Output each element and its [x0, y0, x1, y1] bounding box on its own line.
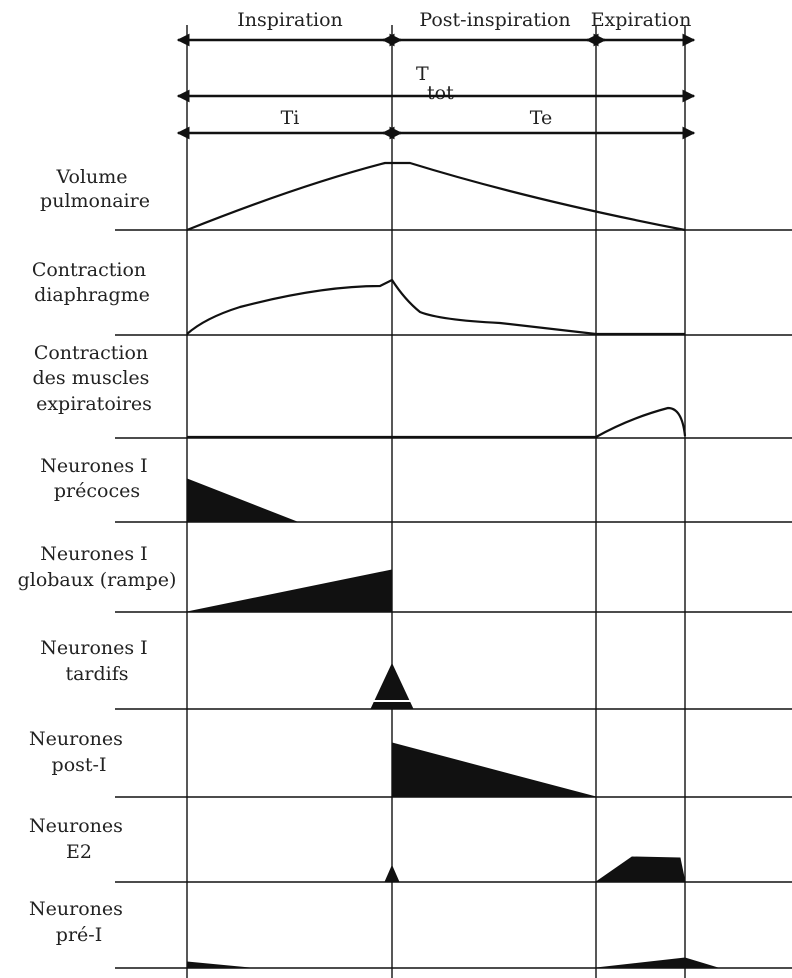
row-label-line: E2	[66, 841, 92, 863]
row-label-line: Neurones I	[40, 543, 147, 565]
row-label-line: Volume	[55, 166, 127, 188]
post-i-activity	[391, 742, 597, 798]
row-label-line: Neurones	[29, 898, 123, 920]
row-label-volume: Volume pulmonaire	[40, 166, 150, 212]
phase-label-post-inspiration: Post-inspiration	[419, 9, 570, 31]
row-label-line: précoces	[54, 480, 140, 502]
row-label-expiratory: Contraction des muscles expiratoires	[33, 342, 156, 415]
row-label-pre-i: Neurones pré-I	[29, 898, 129, 946]
e2-spike	[384, 864, 400, 883]
row-label-late-i: Neurones I tardifs	[40, 637, 153, 685]
ttot-subscript: tot	[427, 82, 454, 104]
ramp-i-activity	[186, 569, 393, 613]
row-label-diaphragm: Contraction diaphragme	[32, 259, 152, 306]
ti-label: Ti	[281, 107, 300, 129]
pre-i-activity-start	[186, 961, 251, 969]
diaphragm-contraction-curve	[186, 278, 685, 336]
expiratory-contraction-curve	[595, 406, 687, 438]
row-labels: Volume pulmonaire Contraction diaphragme…	[18, 166, 177, 946]
row-label-line: tardifs	[65, 663, 128, 685]
row-label-line: Neurones	[29, 815, 123, 837]
ttot-label: T	[416, 63, 429, 85]
row-label-ramp-i: Neurones I globaux (rampe)	[18, 543, 177, 591]
lung-volume-curve	[186, 161, 686, 232]
row-label-line: Neurones I	[40, 455, 147, 477]
row-label-line: des muscles	[33, 367, 150, 389]
row-label-line: Neurones	[29, 728, 123, 750]
row-label-early-i: Neurones I précoces	[40, 455, 153, 502]
row-label-line: globaux (rampe)	[18, 569, 177, 591]
early-i-activity	[186, 478, 298, 523]
row-label-line: Neurones I	[40, 637, 147, 659]
row-label-post-i: Neurones post-I	[29, 728, 129, 776]
pre-i-activity-end	[595, 957, 719, 969]
row-label-line: post-I	[52, 754, 107, 776]
ttot-main: T	[416, 63, 429, 85]
phase-boundaries	[186, 25, 686, 978]
late-i-activity	[370, 662, 414, 710]
phase-label-expiration: Expiration	[591, 9, 692, 31]
row-label-e2: Neurones E2	[29, 815, 129, 863]
te-label: Te	[530, 107, 552, 129]
row-label-line: Contraction	[32, 259, 146, 281]
row-label-line: pré-I	[56, 924, 102, 946]
row-label-line: Contraction	[34, 342, 148, 364]
phase-label-inspiration: Inspiration	[237, 9, 343, 31]
row-label-line: diaphragme	[34, 284, 150, 306]
e2-activity	[594, 856, 686, 883]
row-baselines	[115, 229, 792, 969]
row-label-line: pulmonaire	[40, 190, 150, 212]
row-label-line: expiratoires	[36, 393, 152, 415]
